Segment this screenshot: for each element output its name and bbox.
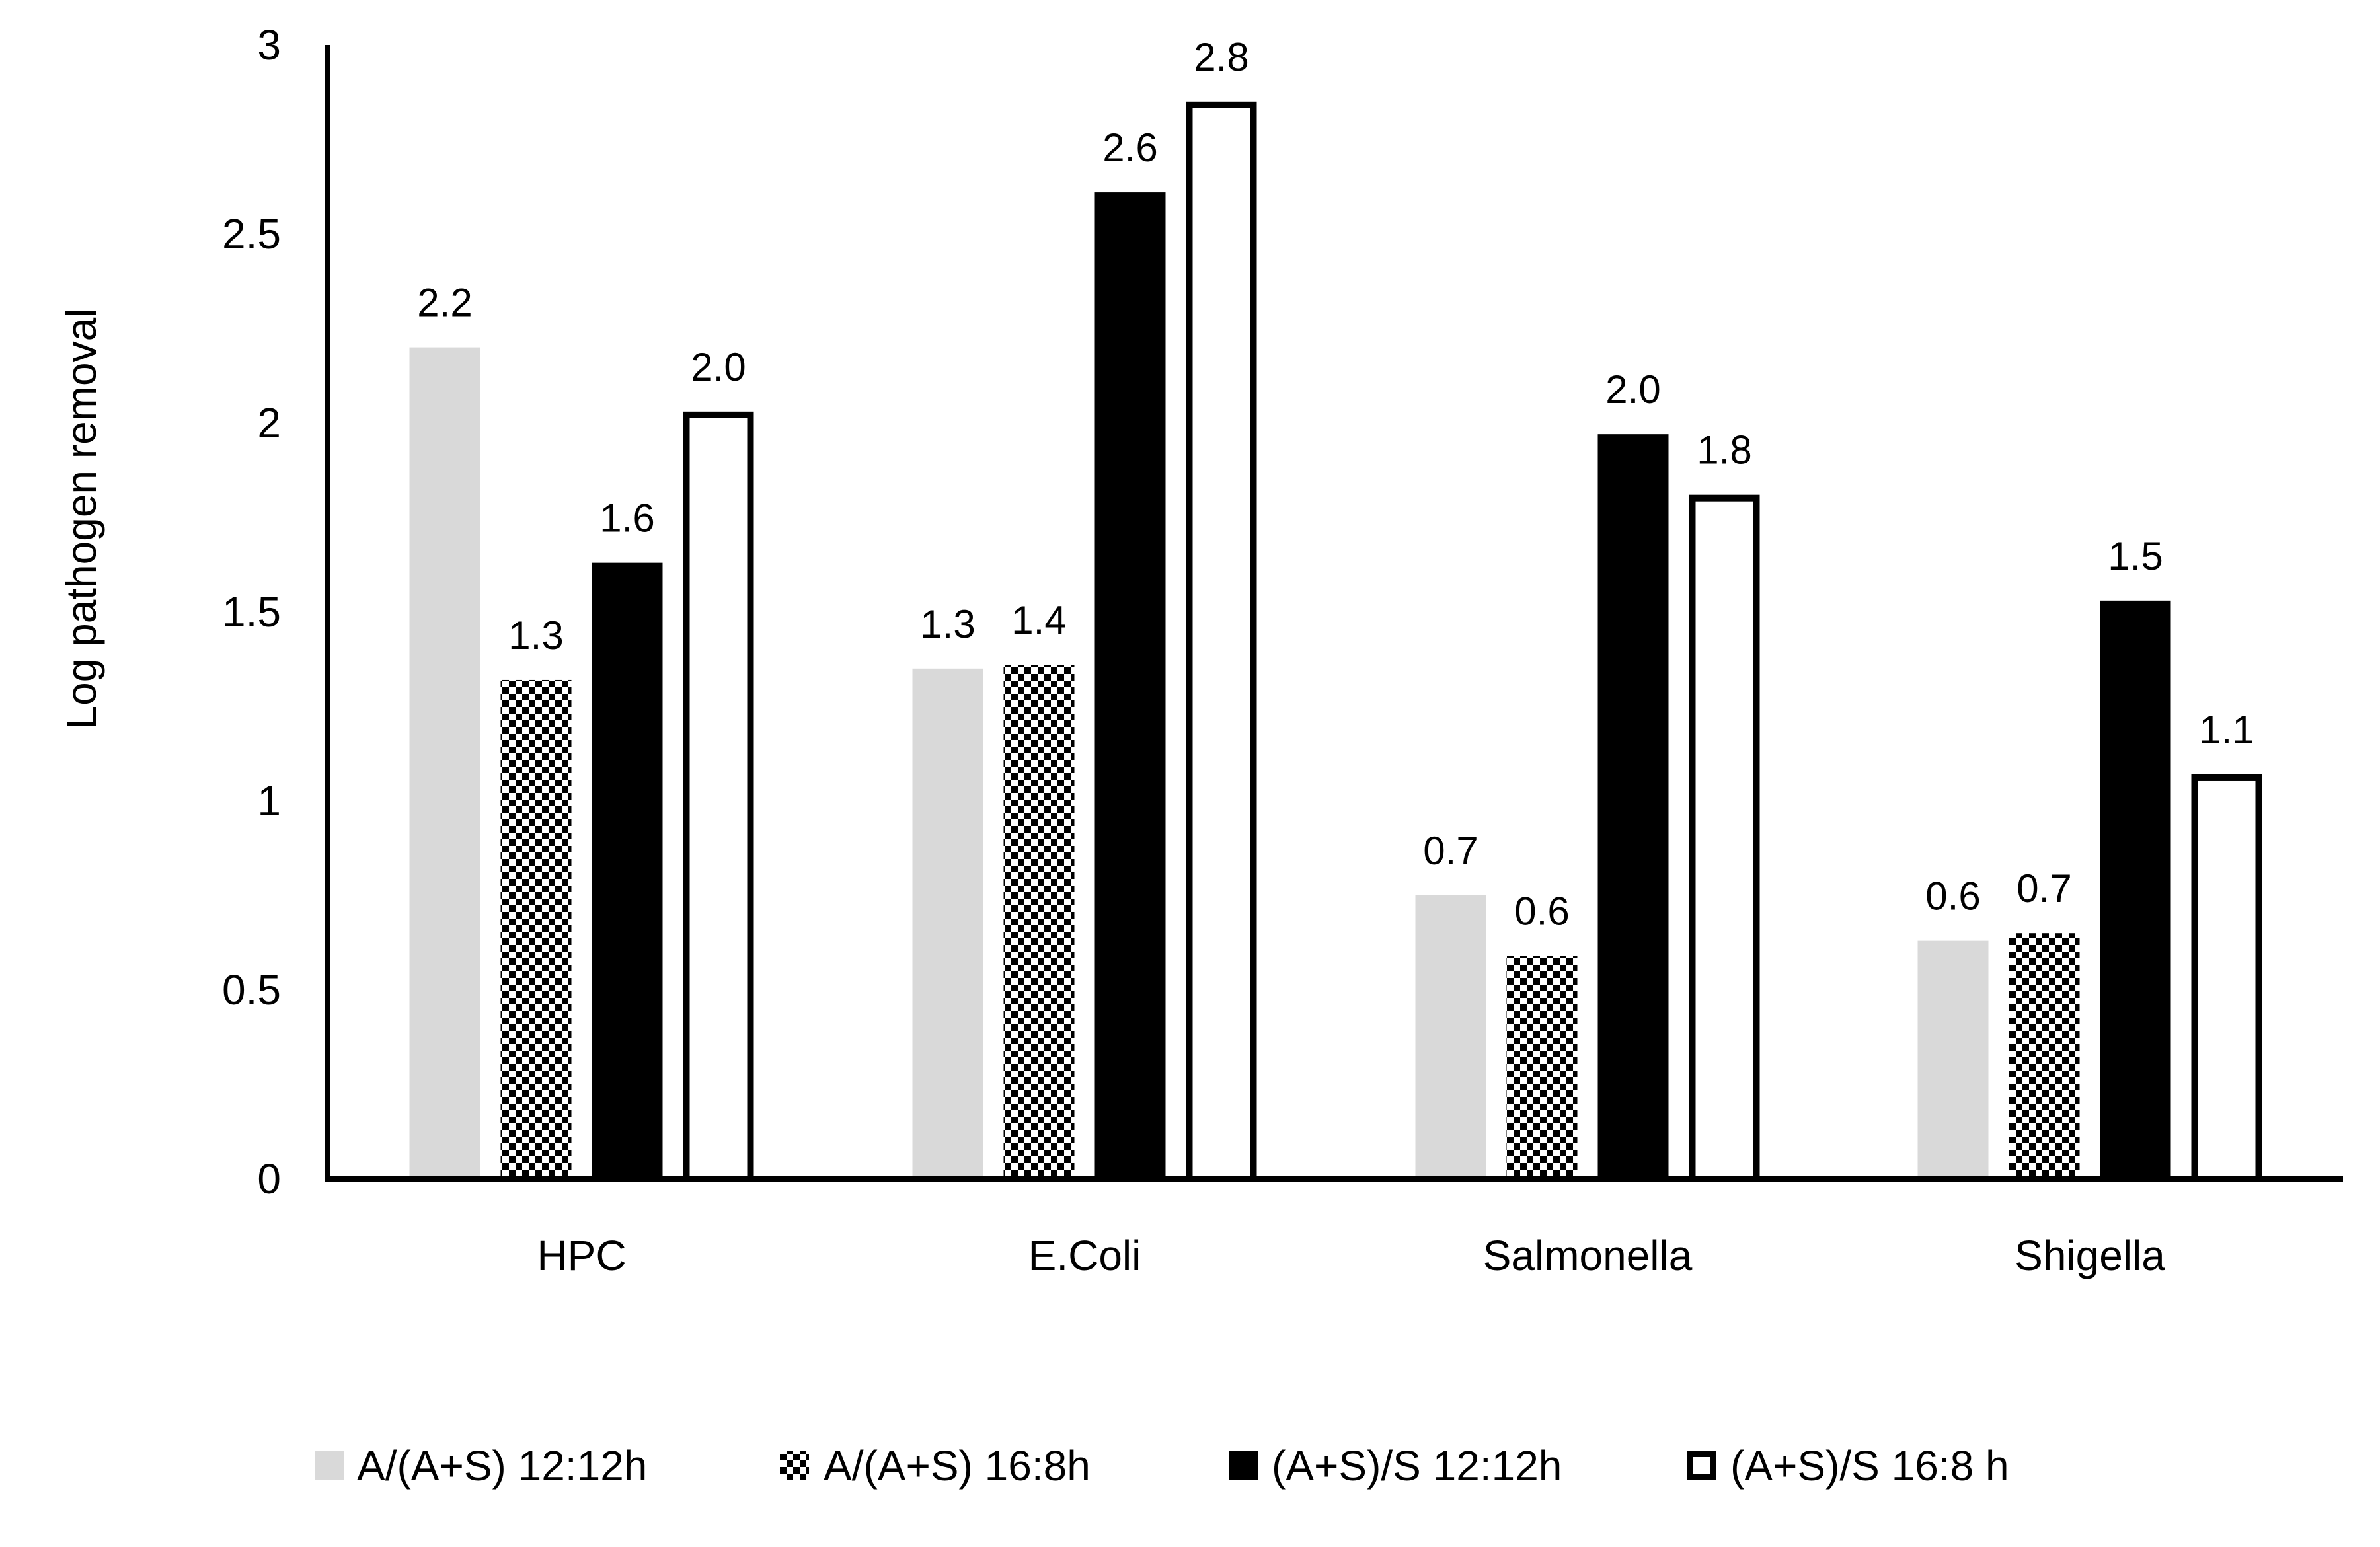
bar bbox=[1506, 956, 1578, 1179]
legend-swatch bbox=[1229, 1451, 1258, 1480]
y-axis-ticks: 0 0.5 1 1.5 2 2.5 3 bbox=[222, 21, 281, 1203]
legend-swatch bbox=[315, 1451, 344, 1480]
legend-label: A/(A+S) 16:8h bbox=[824, 1442, 1091, 1490]
y-tick-label: 3 bbox=[257, 21, 281, 69]
legend: A/(A+S) 12:12h A/(A+S) 16:8h (A+S)/S 12:12… bbox=[315, 1442, 2009, 1490]
bar bbox=[683, 411, 754, 1183]
y-axis-label: Log pathogen removal bbox=[58, 309, 105, 730]
data-label: 0.6 bbox=[1514, 889, 1569, 934]
data-label: 1.3 bbox=[920, 602, 975, 646]
legend-swatch bbox=[780, 1451, 809, 1480]
data-label: 2.0 bbox=[691, 345, 746, 389]
data-label: 0.7 bbox=[1423, 829, 1478, 873]
data-label: 1.8 bbox=[1697, 428, 1751, 472]
bar bbox=[1917, 940, 1989, 1179]
x-axis-categories: HPC E.Coli Salmonella Shigella bbox=[537, 1232, 2165, 1279]
bar bbox=[1597, 434, 1669, 1180]
data-label: 1.3 bbox=[508, 613, 563, 658]
bar bbox=[1186, 101, 1257, 1182]
data-label: 2.8 bbox=[1194, 35, 1248, 79]
data-label: 2.0 bbox=[1605, 367, 1660, 412]
legend-label: A/(A+S) 12:12h bbox=[357, 1442, 647, 1490]
legend-label: (A+S)/S 16:8 h bbox=[1730, 1442, 2009, 1490]
y-tick-label: 1.5 bbox=[222, 588, 281, 636]
y-tick-label: 0.5 bbox=[222, 966, 281, 1014]
bar bbox=[1415, 895, 1486, 1179]
x-category-label: HPC bbox=[537, 1232, 626, 1279]
bar bbox=[912, 668, 983, 1179]
legend-swatch bbox=[1687, 1451, 1716, 1480]
data-label: 2.2 bbox=[417, 281, 472, 325]
bar bbox=[2191, 774, 2262, 1182]
data-label: 1.5 bbox=[2108, 534, 2163, 578]
data-labels: 2.2 1.3 0.7 0.6 1.3 1.4 0.6 0.7 1.6 2.6 2.0 1.5 2.0 2… bbox=[417, 35, 2254, 934]
bar bbox=[409, 347, 480, 1179]
bar bbox=[592, 562, 663, 1179]
y-tick-label: 1 bbox=[257, 777, 281, 825]
data-label: 1.4 bbox=[1011, 598, 1066, 642]
bars bbox=[409, 101, 2262, 1183]
data-label: 1.6 bbox=[599, 496, 654, 541]
bar bbox=[1689, 494, 1760, 1182]
bar bbox=[1094, 192, 1166, 1180]
data-label: 0.6 bbox=[1925, 874, 1980, 919]
bar bbox=[2009, 933, 2080, 1179]
data-label: 2.6 bbox=[1102, 126, 1157, 170]
y-tick-label: 0 bbox=[257, 1155, 281, 1203]
bar bbox=[500, 679, 572, 1179]
legend-label: (A+S)/S 12:12h bbox=[1272, 1442, 1562, 1490]
x-category-label: Salmonella bbox=[1483, 1232, 1693, 1279]
bar bbox=[2100, 600, 2171, 1179]
data-label: 0.7 bbox=[2016, 866, 2071, 911]
y-tick-label: 2 bbox=[257, 399, 281, 447]
data-label: 1.1 bbox=[2199, 708, 2254, 752]
y-tick-label: 2.5 bbox=[222, 210, 281, 258]
x-category-label: E.Coli bbox=[1028, 1232, 1141, 1279]
bar bbox=[1003, 665, 1075, 1179]
x-category-label: Shigella bbox=[2015, 1232, 2165, 1279]
